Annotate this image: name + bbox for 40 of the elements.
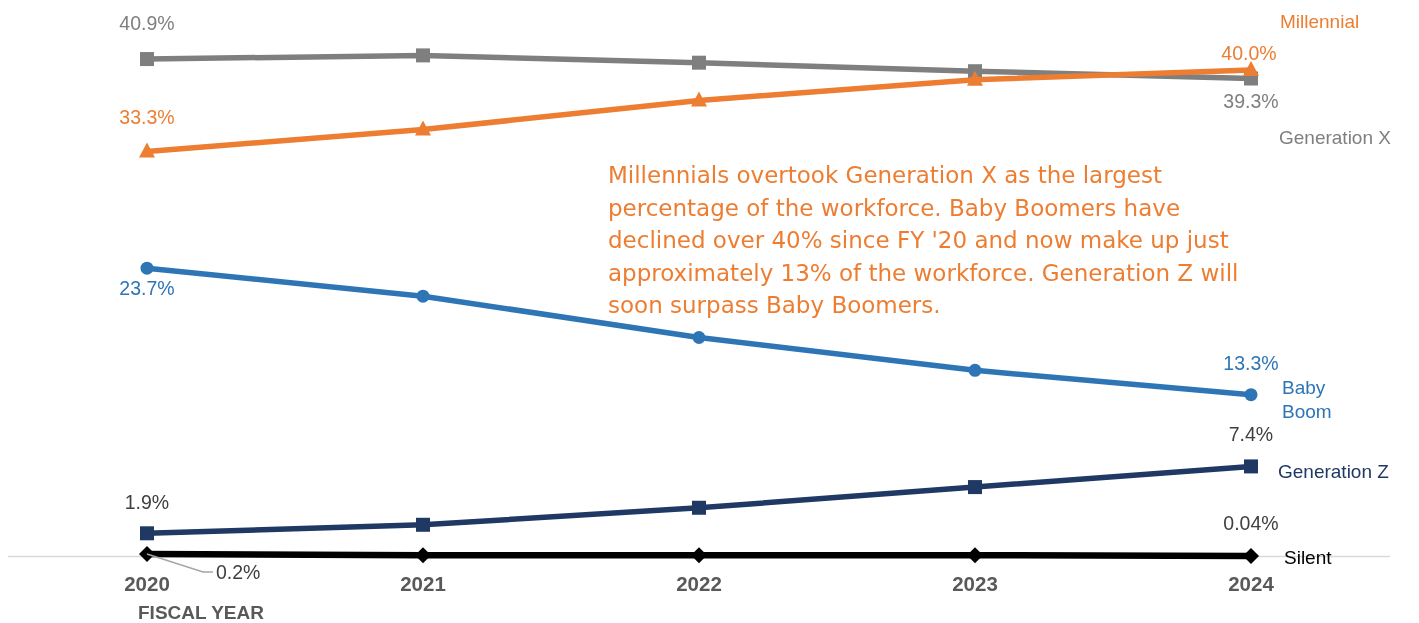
data-label: 39.3% xyxy=(1223,89,1279,112)
point xyxy=(692,331,706,345)
point xyxy=(1244,459,1258,474)
x-tick-label: 2022 xyxy=(676,571,722,595)
data-label: 1.9% xyxy=(124,491,170,514)
point xyxy=(968,480,982,495)
point xyxy=(1244,388,1258,402)
annotation: Millennials overtook Generation X as the largest percentage of the workforce. Baby Boomers have declined over 40% since FY '20 and now make up just approximately 13% of the workforce. Generation Z will soon surpass Baby Boomers. xyxy=(608,162,1239,318)
point xyxy=(416,289,430,303)
data-label: 7.4% xyxy=(1228,423,1274,446)
point xyxy=(415,120,431,136)
x-tick-label: 2021 xyxy=(400,571,446,595)
data-label: 0.2% xyxy=(216,560,261,583)
data-label: 0.04% xyxy=(1223,511,1279,534)
point xyxy=(140,261,154,275)
text: Generation X xyxy=(1279,126,1392,147)
series-label: Silent xyxy=(1284,546,1333,568)
point xyxy=(416,48,430,63)
point xyxy=(140,526,154,541)
x-tick-label: 2024 xyxy=(1228,571,1275,595)
point xyxy=(416,517,430,532)
point xyxy=(691,91,707,107)
data-label: 13.3% xyxy=(1223,351,1279,374)
point xyxy=(140,52,154,67)
x-tick-label: 2020 xyxy=(124,571,170,595)
series-label: Baby Boom xyxy=(1282,376,1332,422)
point xyxy=(1243,60,1259,76)
point xyxy=(692,500,706,515)
data-label: 33.3% xyxy=(119,106,175,129)
x-axis-title: FISCAL YEAR xyxy=(138,601,265,623)
point xyxy=(967,70,983,86)
series-label: Generation Z xyxy=(1278,460,1390,482)
point xyxy=(692,55,706,70)
text: Millennial xyxy=(1280,10,1360,32)
data-label: 23.7% xyxy=(119,277,175,300)
point xyxy=(968,363,982,377)
data-label: 40.0% xyxy=(1221,41,1277,64)
data-label: 40.9% xyxy=(119,12,175,35)
point xyxy=(139,142,155,158)
x-tick-label: 2023 xyxy=(952,571,998,595)
